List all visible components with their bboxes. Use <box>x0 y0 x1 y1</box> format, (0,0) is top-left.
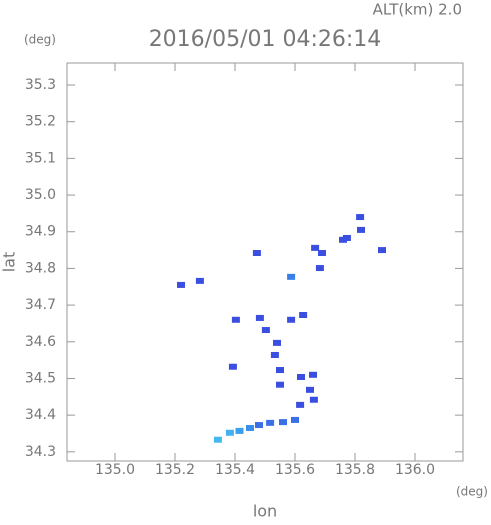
y-tick-label: 35.2 <box>25 114 56 130</box>
echo-point <box>246 424 254 431</box>
echo-point <box>287 273 296 280</box>
y-tick-label: 34.9 <box>25 224 56 240</box>
y-axis-label: lat <box>0 252 19 273</box>
echo-point <box>279 419 287 426</box>
echo-point <box>315 265 324 272</box>
echo-point <box>291 416 299 423</box>
echo-point <box>252 250 261 257</box>
chart-title: 2016/05/01 04:26:14 <box>149 27 382 52</box>
echo-point <box>296 401 305 408</box>
echo-point <box>255 422 263 429</box>
y-tick-label: 34.8 <box>25 260 56 276</box>
echo-point <box>213 436 222 443</box>
echo-point <box>255 314 264 321</box>
echo-point <box>342 234 351 241</box>
x-tick-label: 135.0 <box>95 462 135 478</box>
echo-point <box>266 419 275 426</box>
echo-point <box>273 339 281 346</box>
echo-point <box>276 367 284 374</box>
x-tick-label: 135.4 <box>215 462 255 478</box>
y-unit: (deg) <box>24 33 56 47</box>
echo-point <box>276 381 284 388</box>
plot-frame <box>66 62 464 462</box>
echo-point <box>225 429 234 436</box>
y-tick-label: 35.1 <box>25 150 56 166</box>
echo-point <box>228 363 237 370</box>
echo-point <box>311 244 320 251</box>
x-tick-label: 135.8 <box>335 462 375 478</box>
echo-point <box>306 386 314 393</box>
annotation: ALT(km) 2.0 <box>373 1 462 19</box>
echo-point <box>195 277 204 284</box>
y-tick-label: 34.5 <box>25 370 56 386</box>
echo-point <box>177 281 185 288</box>
x-unit: (deg) <box>456 485 488 499</box>
x-tick-label: 136.0 <box>395 462 435 478</box>
echo-point <box>287 316 296 323</box>
y-tick-label: 34.6 <box>25 334 56 350</box>
echo-point <box>309 396 318 403</box>
echo-point <box>261 327 270 334</box>
y-tick-label: 34.4 <box>25 407 56 423</box>
echo-point <box>231 316 240 323</box>
echo-point <box>235 427 244 434</box>
y-tick-label: 35.3 <box>25 77 56 93</box>
echo-point <box>357 226 365 233</box>
y-tick-label: 34.3 <box>25 444 56 460</box>
echo-point <box>356 214 365 221</box>
x-tick-label: 135.6 <box>275 462 315 478</box>
echo-point <box>299 312 308 319</box>
x-tick-label: 135.2 <box>155 462 195 478</box>
echo-point <box>297 373 305 380</box>
echo-point <box>270 351 279 358</box>
echo-point <box>378 247 386 254</box>
x-axis-label: lon <box>253 502 277 521</box>
y-tick-label: 35.0 <box>25 187 56 203</box>
echo-point <box>309 371 317 378</box>
y-tick-label: 34.7 <box>25 297 56 313</box>
echo-point <box>318 250 326 257</box>
